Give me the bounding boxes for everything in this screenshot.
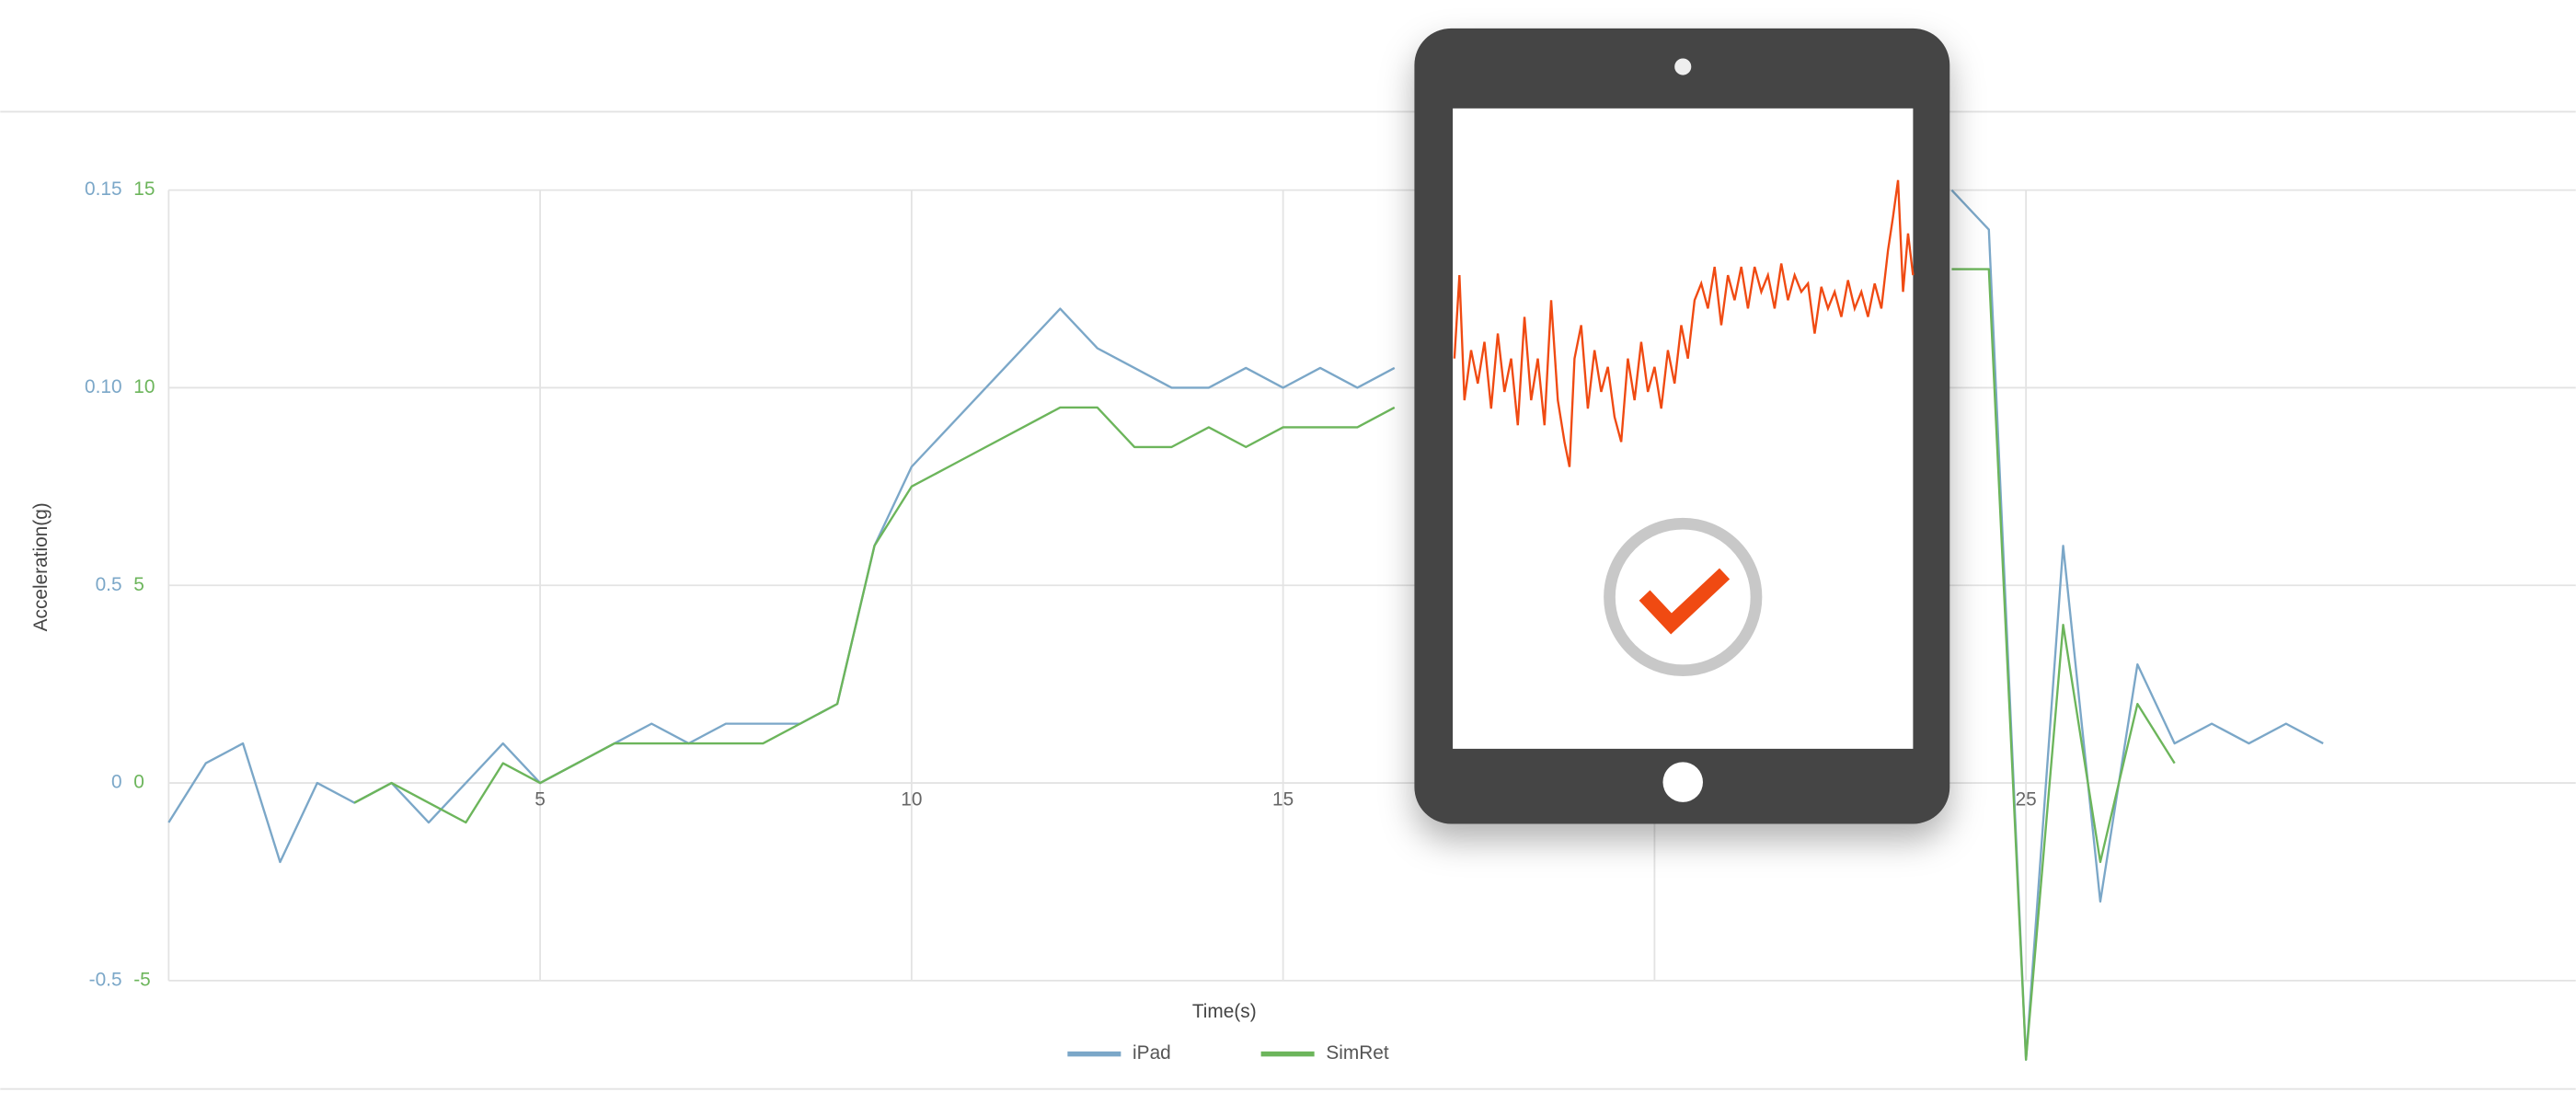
series-line (167, 189, 2324, 1061)
legend-label: SimRet (1326, 1042, 1388, 1064)
grid (168, 189, 2576, 982)
tablet-camera (1674, 58, 1692, 75)
legend: iPad SimRet (1067, 1042, 1389, 1064)
x-tick-label: 25 (2016, 789, 2037, 811)
y2-tick-label: 0.15 (85, 178, 122, 200)
tablet-screen (1453, 108, 1914, 749)
x-tick-label: 10 (901, 789, 922, 811)
y-tick-label: 0 (133, 772, 144, 793)
y2-tick-label: 0.5 (96, 574, 122, 595)
plot (167, 189, 2324, 1061)
tablet-home-button (1662, 762, 1703, 802)
y2-tick-label: -0.5 (89, 969, 122, 990)
y2-tick-label: 0.10 (85, 376, 122, 397)
x-tick-label: 15 (1272, 789, 1294, 811)
y-tick-label: 5 (133, 574, 144, 595)
y-tick-label: 10 (133, 376, 155, 397)
y-tick-label: 15 (133, 178, 155, 200)
x-tick-label: 5 (535, 789, 546, 811)
screen-signal (1453, 179, 1915, 467)
y-axis-title: Acceleration(g) (30, 502, 52, 631)
check-mark (1639, 568, 1731, 635)
y-tick-label: -5 (133, 969, 151, 990)
x-axis-title: Time(s) (1192, 1001, 1257, 1022)
y2-tick-label: 0 (111, 772, 122, 793)
series-line (353, 268, 2176, 1061)
legend-label: iPad (1133, 1042, 1171, 1064)
check-circle (1604, 517, 1763, 677)
